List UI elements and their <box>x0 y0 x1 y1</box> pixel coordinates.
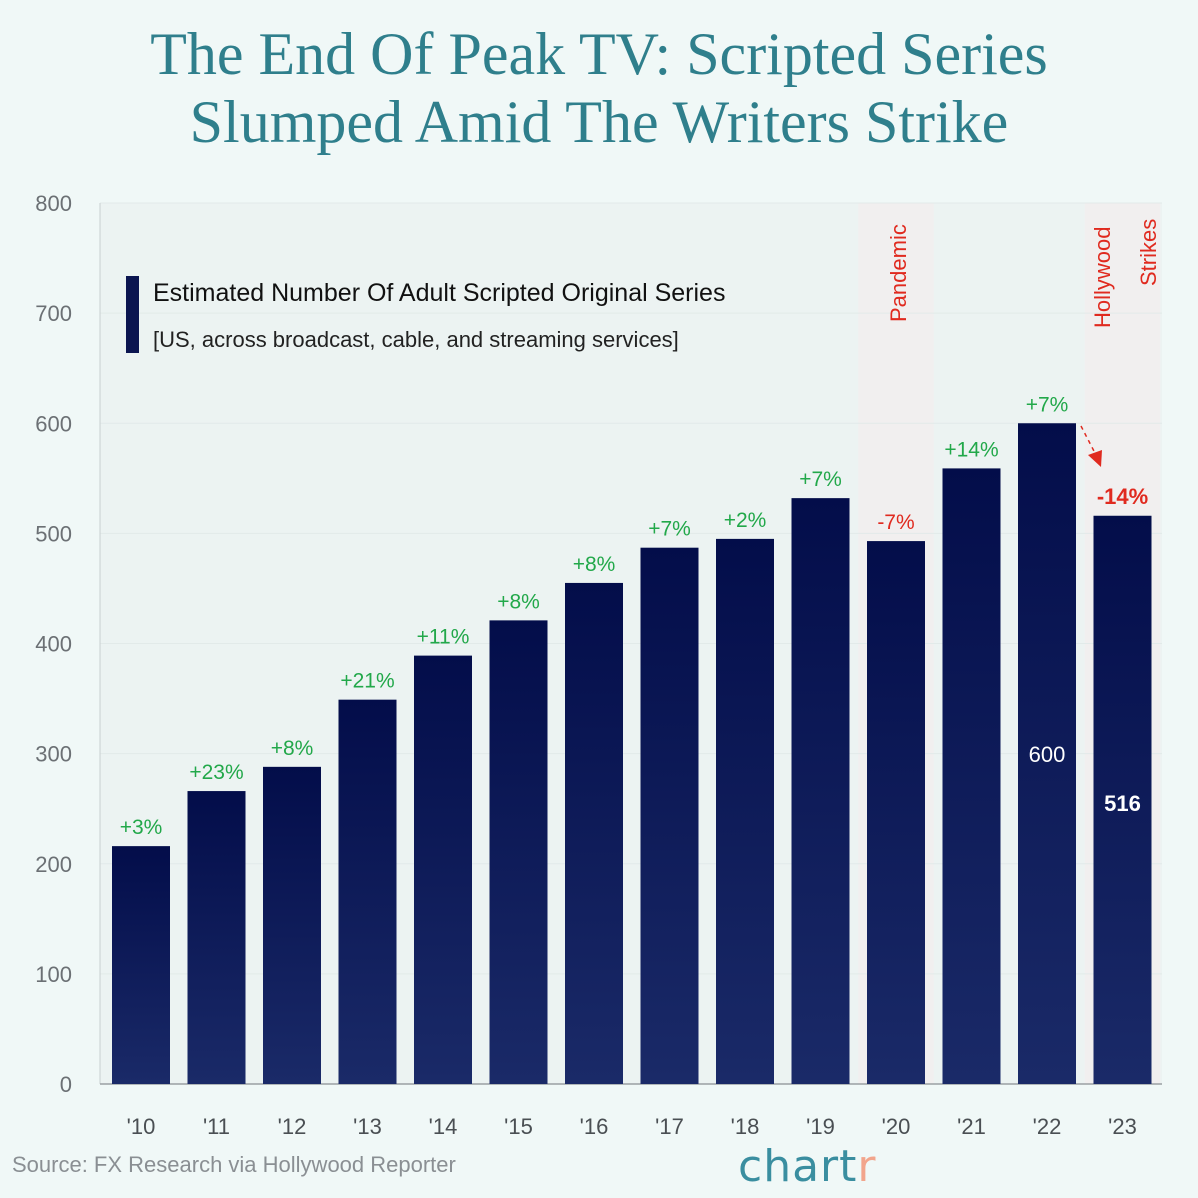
x-tick-label: '17 <box>655 1114 684 1139</box>
chart-title-line1: The End Of Peak TV: Scripted Series <box>150 21 1048 87</box>
change-label: +7% <box>799 468 842 491</box>
y-tick-label: 600 <box>35 411 72 436</box>
bar-23 <box>1093 515 1152 1084</box>
x-tick-label: '14 <box>429 1114 458 1139</box>
change-label: +7% <box>1026 393 1069 416</box>
change-label: +8% <box>573 553 616 576</box>
change-label: +7% <box>648 518 691 541</box>
x-tick-label: '23 <box>1108 1114 1137 1139</box>
y-tick-label: 100 <box>35 962 72 987</box>
change-label: +21% <box>340 670 394 693</box>
change-label: +11% <box>417 626 470 649</box>
chart-title-line2: Slumped Amid The Writers Strike <box>189 89 1009 155</box>
x-tick-label: '12 <box>278 1114 307 1139</box>
bar-11 <box>187 791 246 1084</box>
y-tick-label: 200 <box>35 852 72 877</box>
change-label: +8% <box>497 590 540 613</box>
change-label: +2% <box>724 509 767 532</box>
change-label: -7% <box>877 511 914 534</box>
legend-swatch <box>126 276 139 353</box>
change-label: +3% <box>120 816 163 839</box>
x-tick-label: '11 <box>203 1114 230 1139</box>
y-tick-label: 500 <box>35 521 72 546</box>
annotation-strikes: Strikes <box>1136 219 1161 286</box>
y-tick-label: 800 <box>35 191 72 216</box>
y-tick-label: 400 <box>35 632 72 657</box>
bar-17 <box>640 547 699 1084</box>
legend-subtitle: [US, across broadcast, cable, and stream… <box>153 327 679 352</box>
bar-13 <box>338 699 397 1084</box>
bar-10 <box>112 846 170 1084</box>
y-tick-label: 300 <box>35 742 72 767</box>
annotation-hollywood: Hollywood <box>1090 227 1115 329</box>
bar-15 <box>489 620 548 1084</box>
bar-22 <box>1018 423 1076 1084</box>
bar-12 <box>263 766 321 1084</box>
bar-20 <box>867 541 925 1084</box>
x-tick-label: '10 <box>127 1114 156 1139</box>
change-label: +8% <box>271 737 314 760</box>
x-tick-label: '22 <box>1033 1114 1062 1139</box>
y-tick-label: 700 <box>35 301 72 326</box>
bar-16 <box>565 582 623 1084</box>
x-tick-label: '16 <box>580 1114 609 1139</box>
value-label: 516 <box>1104 791 1141 816</box>
x-tick-label: '19 <box>806 1114 835 1139</box>
x-tick-label: '13 <box>353 1114 382 1139</box>
source-note: Source: FX Research via Hollywood Report… <box>12 1152 456 1177</box>
x-tick-label: '20 <box>882 1114 911 1139</box>
annotation-pandemic: Pandemic <box>886 224 911 322</box>
value-label: 600 <box>1029 742 1066 767</box>
bar-14 <box>414 655 472 1084</box>
change-label: +14% <box>944 438 998 461</box>
x-tick-label: '21 <box>957 1114 986 1139</box>
chartr-logo: chartr <box>738 1144 876 1190</box>
bar-21 <box>942 468 1001 1084</box>
arrow-head <box>1088 450 1102 467</box>
bar-19 <box>791 498 850 1084</box>
x-tick-label: '18 <box>731 1114 760 1139</box>
x-tick-label: '15 <box>504 1114 533 1139</box>
change-label: -14% <box>1097 484 1148 509</box>
bar-18 <box>716 538 774 1084</box>
legend-title: Estimated Number Of Adult Scripted Origi… <box>153 279 725 307</box>
logo-main: chart <box>738 1141 858 1192</box>
logo-accent: r <box>857 1141 877 1192</box>
dashed-arrow-line <box>1080 425 1097 456</box>
change-label: +23% <box>189 761 243 784</box>
y-tick-label: 0 <box>60 1072 72 1097</box>
